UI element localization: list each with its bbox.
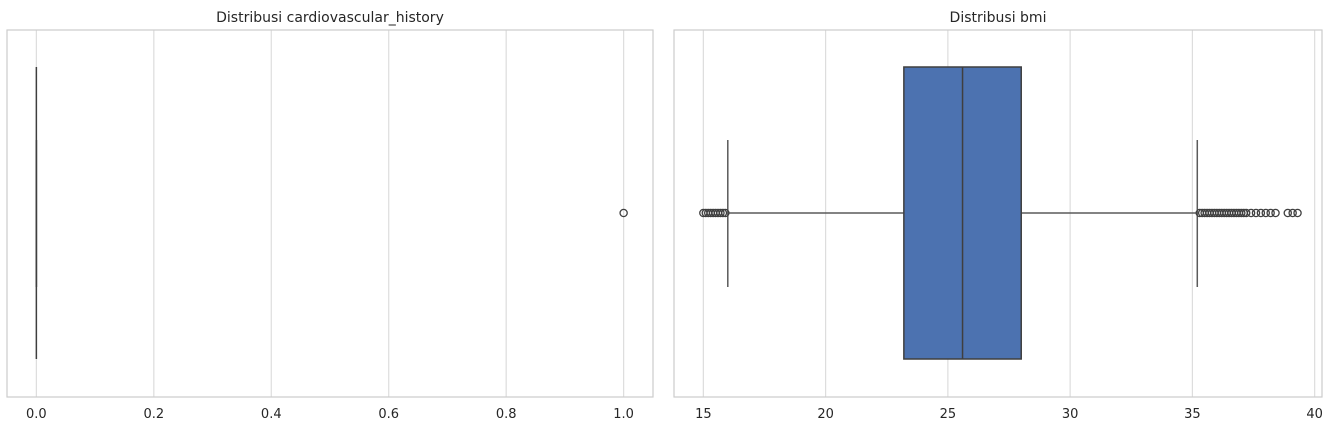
outlier-point: [1251, 208, 1261, 218]
outlier-point: [1246, 208, 1256, 218]
outlier-point: [721, 208, 730, 218]
outlier-point: [1256, 208, 1266, 218]
plot-marks: [699, 66, 1302, 360]
outlier-point: [1288, 208, 1297, 218]
plot-frame: [6, 29, 654, 398]
x-tick-label: 15: [695, 407, 712, 422]
x-tick-label: 35: [1184, 407, 1201, 422]
outlier-point: [1266, 208, 1275, 218]
outlier-point: [1261, 208, 1271, 218]
outlier-point: [718, 208, 728, 218]
outlier-point: [619, 208, 628, 218]
outlier-point: [1241, 208, 1251, 218]
chart-title: Distribusi bmi: [950, 10, 1047, 26]
x-tick-label: 25: [940, 407, 957, 422]
outlier-point: [1293, 208, 1302, 218]
outlier-point: [1237, 208, 1246, 218]
x-tick-label: 0.8: [496, 407, 517, 422]
x-tick-label: 20: [817, 407, 834, 422]
grid-lines: [35, 30, 625, 397]
outlier-point: [1283, 208, 1293, 218]
x-tick-label: 30: [1062, 407, 1079, 422]
chart-title: Distribusi cardiovascular_history: [216, 10, 444, 26]
x-tick-label: 0.2: [143, 407, 164, 422]
x-tick-label: 0.4: [261, 407, 282, 422]
x-tick-labels: 0.0 0.2 0.4 0.6 0.8 1.0: [26, 407, 634, 422]
x-tick-label: 40: [1306, 407, 1323, 422]
outlier-point: [716, 208, 725, 218]
x-tick-labels: 15 20 25 30 35 40: [695, 407, 1323, 422]
plot-frame: [673, 29, 1323, 398]
x-tick-label: 0.0: [26, 407, 47, 422]
outlier-point: [1271, 208, 1280, 218]
panel-bmi: Distribusi bmi 15 20 25 30 35 40: [673, 10, 1323, 422]
x-tick-label: 1.0: [613, 407, 634, 422]
x-tick-label: 0.6: [378, 407, 399, 422]
panel-cardiovascular-history: Distribusi cardiovascular_history 0.0 0.2…: [6, 10, 654, 422]
plot-marks: [35, 67, 628, 359]
